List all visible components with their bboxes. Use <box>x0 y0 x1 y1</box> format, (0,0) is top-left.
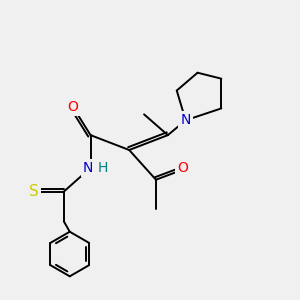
Text: O: O <box>177 161 188 175</box>
Text: N: N <box>181 113 191 127</box>
Text: O: O <box>67 100 78 114</box>
Text: N: N <box>83 161 93 175</box>
Text: S: S <box>28 184 38 199</box>
Text: H: H <box>98 161 108 175</box>
